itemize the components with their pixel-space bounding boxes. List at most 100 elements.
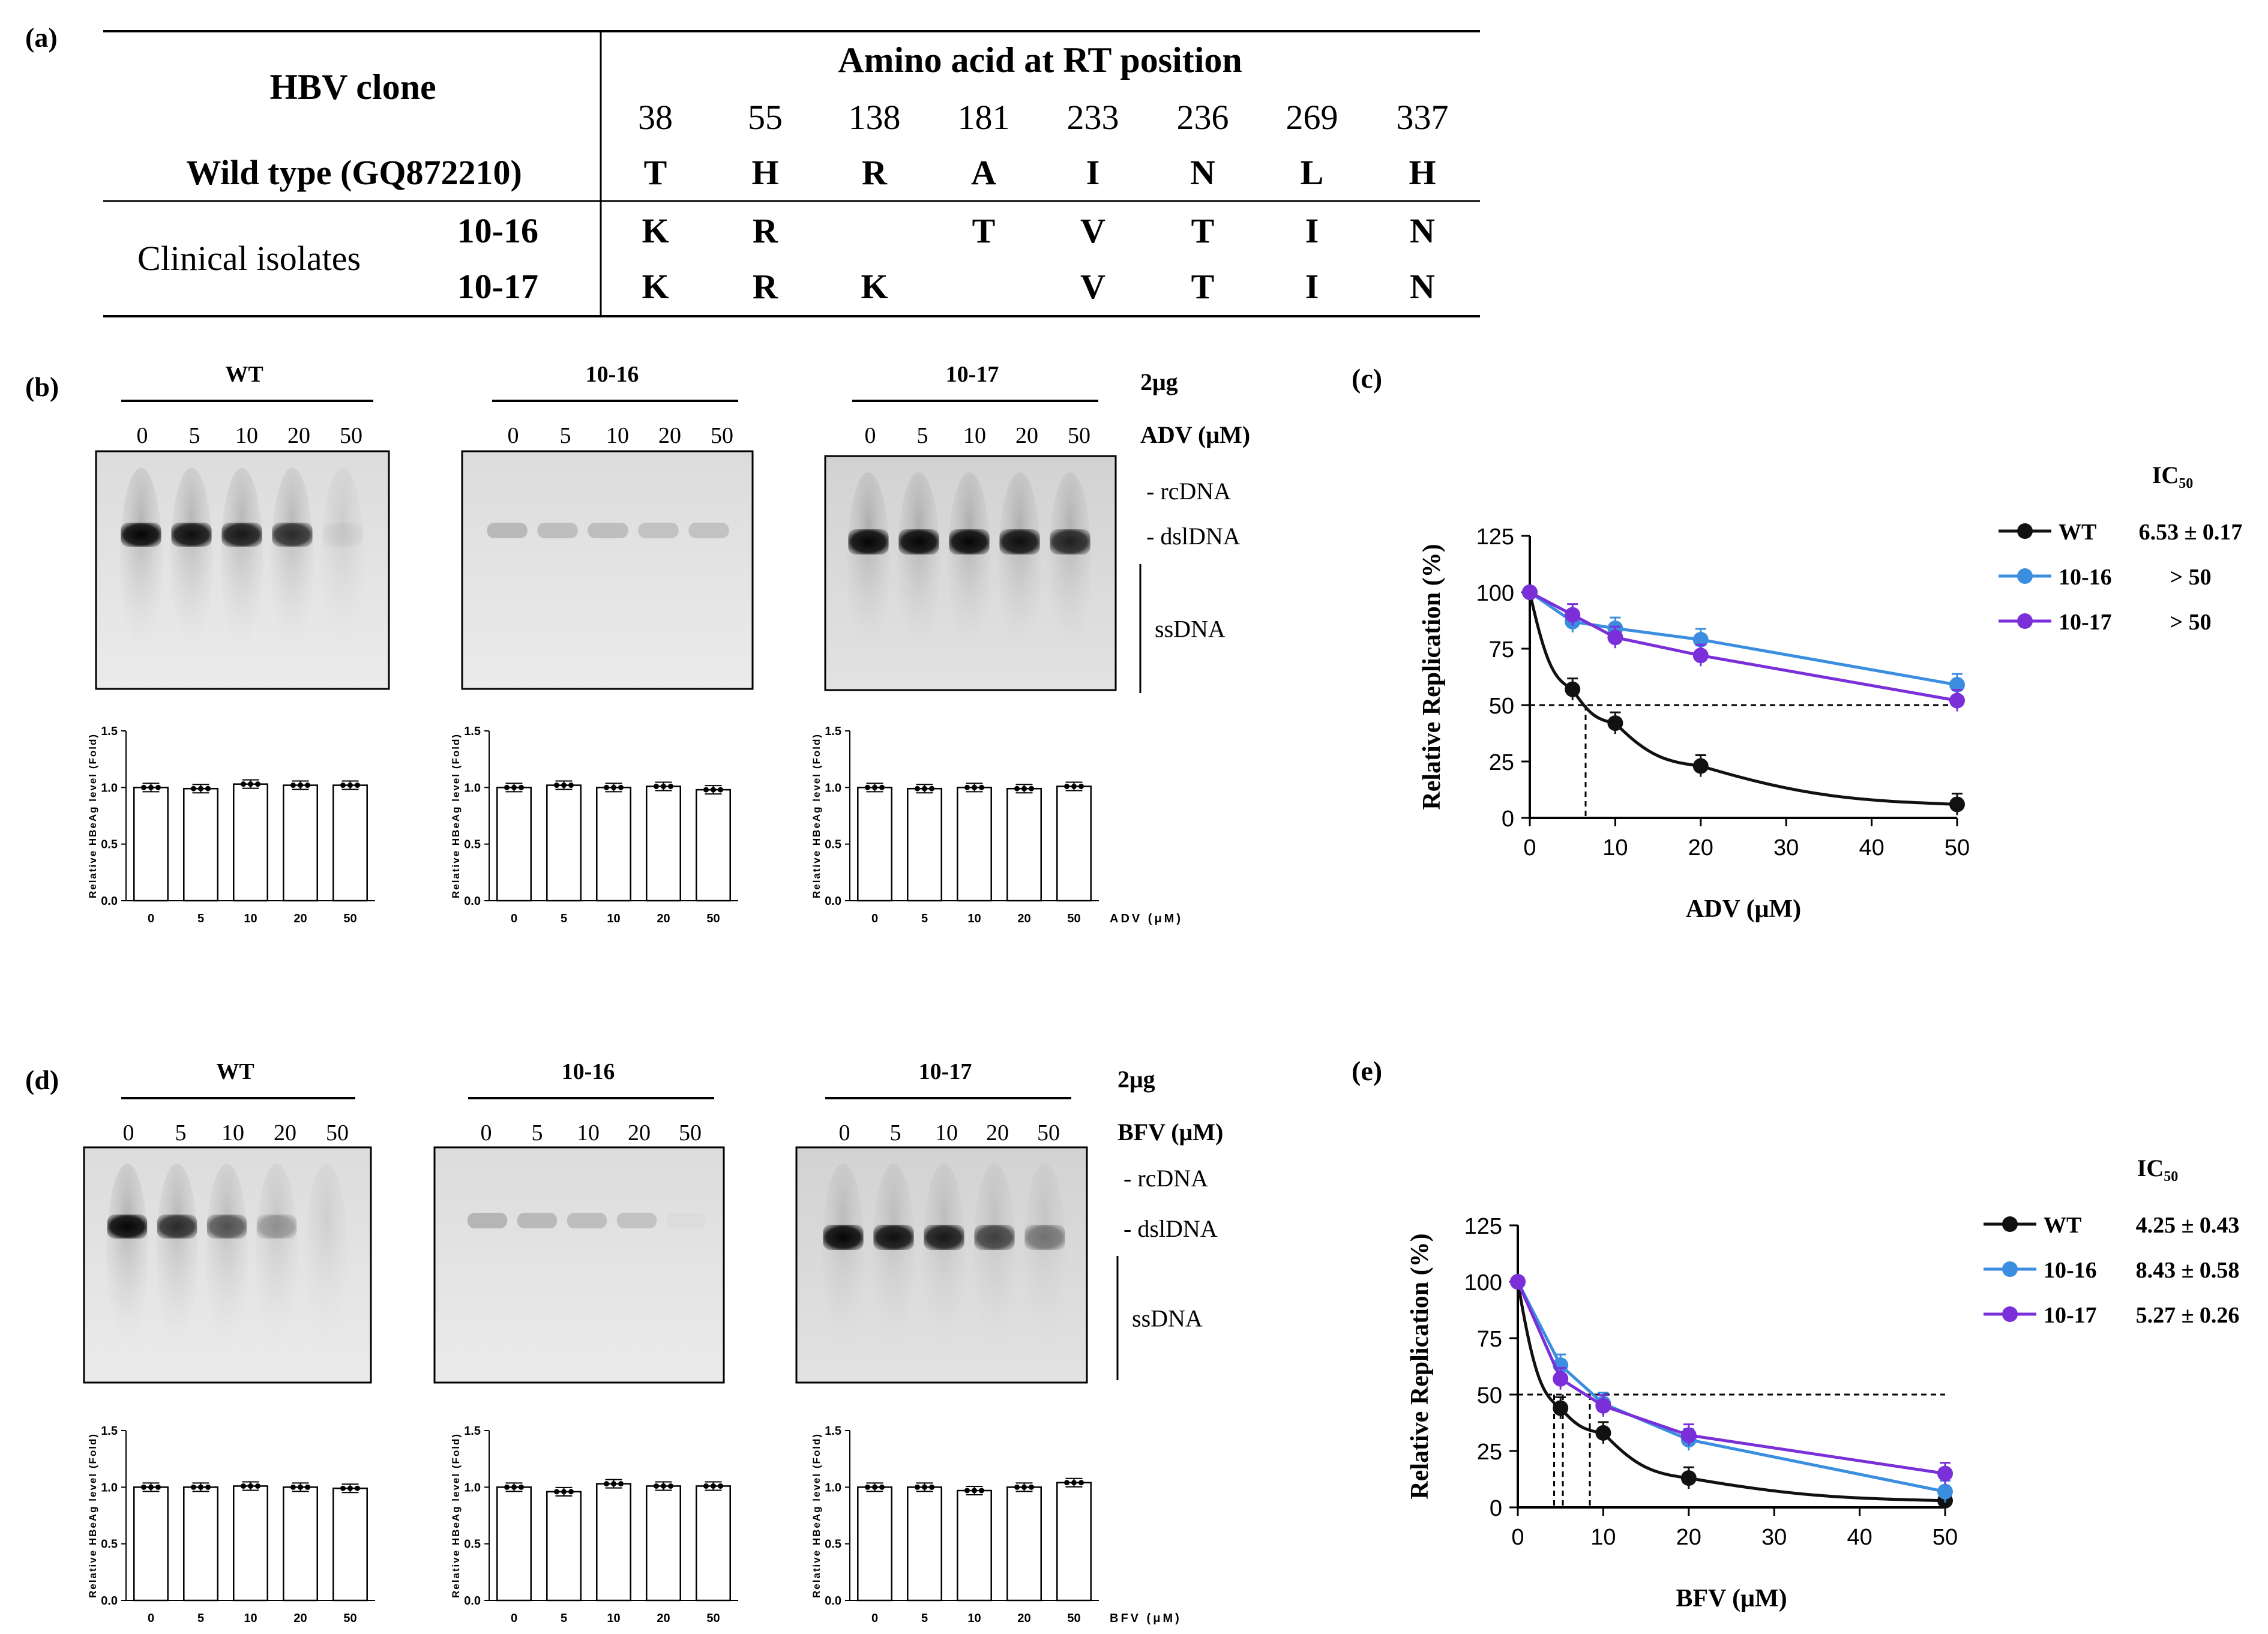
table-isolate-id: 10-17: [457, 267, 538, 306]
dsldna-band: [322, 523, 363, 547]
data-point: [1607, 629, 1623, 646]
ssdna-smear: [321, 467, 364, 649]
series-line: [1529, 590, 1958, 686]
ssdna-smear: [973, 1164, 1016, 1343]
hbeag-bar: [546, 784, 582, 902]
dsldna-band: [121, 523, 161, 547]
hbeag-replicate-dot: [148, 1484, 154, 1490]
legend-label: WT: [2044, 1213, 2081, 1238]
hbeag-replicate-dot: [1071, 783, 1077, 789]
hbeag-x-tick-label: 10: [967, 1612, 981, 1625]
x-tick-label: 10: [1590, 1525, 1616, 1550]
data-point: [1692, 631, 1709, 647]
hbeag-replicate-dot: [504, 1484, 510, 1490]
hbeag-bar: [957, 1489, 992, 1602]
y-tick-label: 25: [1489, 750, 1514, 775]
hbeag-replicate-dot: [604, 1481, 609, 1487]
hbeag-replicate-dot: [248, 1483, 253, 1489]
band-label-rcdna: - rcDNA: [1123, 1165, 1208, 1192]
table-wt-cell: R: [862, 153, 888, 192]
hbeag-x-tick-label: 20: [293, 1612, 307, 1625]
hbeag-replicate-dot: [554, 1489, 559, 1495]
hbeag-y-tick-label: 0.5: [464, 838, 481, 852]
y-tick-label: 25: [1477, 1440, 1502, 1465]
dsldna-band: [949, 529, 990, 554]
dose-label: 5: [917, 423, 928, 448]
hbeag-bar: [233, 783, 268, 902]
dose-label: 10: [235, 423, 258, 448]
hbeag-replicate-dot: [298, 1484, 303, 1490]
chart-c: 0 25 50 75 100 125 0 10 20 30 40 50 ADV (μM) Relative…: [1418, 461, 2242, 923]
hbeag-y-tick-label: 1.5: [825, 1425, 841, 1438]
table-wt-cell: L: [1301, 153, 1324, 192]
table-position-138: 138: [849, 98, 901, 137]
dsldna-band: [171, 523, 212, 547]
hbeag-replicate-dot: [511, 784, 517, 790]
y-tick-label: 75: [1489, 637, 1514, 662]
dose-label: 10: [963, 423, 986, 448]
hbeag-replicate-dot: [972, 1488, 977, 1494]
dsldna-band: [517, 1213, 558, 1228]
dose-label: 5: [175, 1120, 187, 1146]
hbeag-replicate-dot: [519, 1484, 524, 1490]
ssdna-smear: [220, 467, 263, 649]
hbeag-y-label: Relative HBeAg level (Fold): [811, 733, 822, 898]
panel-label-c: (c): [1352, 363, 1382, 394]
hbeag-y-tick-label: 0.0: [101, 1594, 118, 1608]
x-tick-label: 40: [1859, 835, 1884, 861]
amount-label: 2μg: [1140, 368, 1178, 395]
data-point: [1692, 758, 1709, 774]
hbeag-replicate-dot: [865, 784, 870, 790]
hbeag-bar: [646, 785, 681, 902]
hbeag-bar: [1006, 787, 1042, 902]
table-isolate-cell: K: [642, 211, 669, 250]
hbeag-y-tick-label: 1.0: [101, 1481, 118, 1494]
hbeag-x-tick-label: 10: [244, 1612, 257, 1625]
y-axis-label: Relative Replication (%): [1418, 544, 1446, 809]
x-tick-label: 20: [1676, 1525, 1701, 1550]
hbeag-replicate-dot: [141, 1484, 146, 1490]
table-clinical-label: Clinical isolates: [137, 239, 361, 278]
hbeag-replicate-dot: [668, 1483, 673, 1489]
dose-label: 20: [658, 423, 681, 448]
table-isolate-cell: V: [1080, 211, 1105, 250]
hbeag-x-tick-label: 0: [871, 912, 878, 925]
data-point: [1553, 1400, 1569, 1416]
dsldna-band: [157, 1215, 197, 1239]
hbeag-replicate-dot: [979, 1488, 984, 1494]
dose-label: 0: [865, 423, 876, 448]
dose-label: 50: [340, 423, 362, 448]
x-tick-label: 10: [1602, 835, 1628, 861]
table-isolate-cell: K: [861, 267, 888, 306]
hbeag-y-tick-label: 1.5: [101, 725, 118, 738]
hbeag-bar: [857, 1486, 892, 1602]
dsldna-band: [638, 523, 679, 538]
hbeag-replicate-dot: [148, 784, 154, 790]
hbeag-replicate-dot: [879, 784, 885, 790]
table-wt-cell: N: [1190, 153, 1215, 192]
hbeag-x-tick-label: 10: [244, 912, 257, 925]
dsldna-band: [256, 1215, 297, 1239]
table-position-181: 181: [958, 98, 1010, 137]
clone-label: WT: [216, 1059, 254, 1084]
table-position-233: 233: [1067, 98, 1119, 137]
blot-image: [95, 450, 390, 690]
dose-label: 20: [274, 1120, 296, 1146]
table-position-38: 38: [638, 98, 673, 137]
table-aa-header: Amino acid at RT position: [838, 40, 1242, 80]
hbeag-bar: [596, 1483, 631, 1602]
hbeag-replicate-dot: [198, 1484, 203, 1490]
x-axis-label: ADV (μM): [1686, 895, 1801, 923]
band-label-ssdna: ssDNA: [1132, 1305, 1203, 1332]
dose-label: 50: [1068, 423, 1090, 448]
hbeag-replicate-dot: [568, 782, 574, 788]
table-isolate-cell: N: [1410, 267, 1435, 306]
dsldna-band: [537, 523, 578, 538]
dose-label: 10: [606, 423, 629, 448]
dose-label: 10: [577, 1120, 600, 1146]
hbeag-x-tick-label: 20: [1017, 912, 1030, 925]
hbeag-x-tick-label: 0: [148, 912, 154, 925]
